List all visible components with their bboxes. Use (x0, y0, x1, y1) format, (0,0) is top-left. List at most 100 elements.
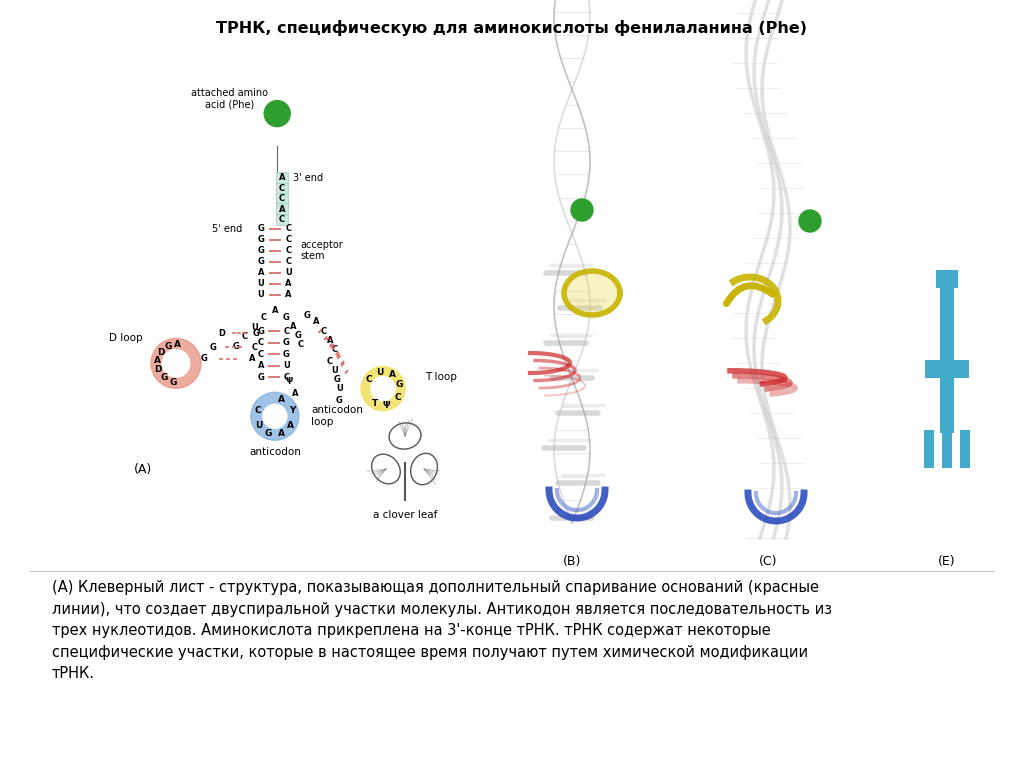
Text: C: C (332, 345, 338, 354)
Text: C: C (242, 333, 248, 342)
Text: D: D (218, 329, 225, 338)
Circle shape (263, 404, 287, 429)
Text: D loop: D loop (110, 333, 142, 343)
Bar (940, 283, 954, 363)
Text: A: A (278, 395, 285, 404)
Text: A: A (279, 204, 285, 214)
Circle shape (371, 376, 395, 401)
FancyBboxPatch shape (276, 172, 288, 184)
Text: U: U (251, 323, 258, 333)
FancyBboxPatch shape (276, 214, 288, 225)
Text: G: G (258, 257, 264, 266)
FancyBboxPatch shape (276, 193, 288, 204)
Text: G: G (258, 224, 264, 233)
Text: G: G (265, 429, 272, 438)
FancyBboxPatch shape (276, 183, 288, 194)
Text: G: G (200, 354, 207, 363)
Text: A: A (154, 356, 161, 365)
Text: G: G (334, 375, 340, 384)
Text: A: A (327, 336, 334, 345)
Text: C: C (286, 235, 292, 244)
Text: C: C (279, 215, 285, 224)
Text: A: A (279, 174, 285, 183)
Ellipse shape (564, 271, 620, 315)
Text: C: C (279, 184, 285, 193)
Text: G: G (283, 313, 290, 322)
Text: G: G (160, 373, 168, 382)
Text: A: A (249, 354, 255, 363)
Text: C: C (279, 194, 285, 204)
Text: ТРНК, специфическую для аминокислоты фенилаланина (Phe): ТРНК, специфическую для аминокислоты фен… (216, 20, 808, 36)
Text: C: C (366, 375, 373, 383)
Text: U: U (286, 268, 292, 277)
Text: G: G (258, 326, 264, 336)
Text: U: U (336, 384, 343, 393)
Text: Ψ: Ψ (382, 401, 390, 409)
Bar (925, 360, 969, 378)
Text: C: C (327, 356, 333, 366)
Bar (942, 430, 952, 468)
Text: U: U (377, 368, 384, 377)
Text: A: A (286, 280, 292, 288)
Text: C: C (284, 372, 290, 382)
Circle shape (251, 392, 299, 440)
Text: C: C (321, 326, 327, 336)
Text: G: G (295, 331, 301, 340)
Text: G: G (283, 338, 290, 347)
Text: U: U (255, 421, 263, 430)
FancyBboxPatch shape (276, 204, 288, 215)
FancyArrowPatch shape (726, 286, 773, 303)
Text: G: G (253, 329, 260, 338)
Text: C: C (260, 313, 266, 322)
Text: A: A (313, 317, 319, 326)
Circle shape (571, 199, 593, 221)
Circle shape (151, 339, 201, 389)
Text: A: A (290, 322, 297, 331)
Text: A: A (389, 370, 396, 379)
Text: anticodon
loop: anticodon loop (311, 406, 362, 427)
Text: A: A (258, 268, 264, 277)
Text: (E): (E) (938, 554, 955, 568)
Text: A: A (278, 429, 285, 438)
Text: attached amino
acid (Phe): attached amino acid (Phe) (190, 88, 267, 109)
Text: U: U (332, 366, 338, 375)
Text: C: C (258, 349, 264, 359)
Text: G: G (258, 372, 264, 382)
Text: C: C (254, 406, 261, 415)
Text: G: G (169, 378, 176, 386)
Text: A: A (174, 340, 181, 349)
Text: A: A (258, 361, 264, 370)
Text: G: G (304, 310, 310, 319)
Circle shape (264, 101, 290, 127)
Text: anticodon: anticodon (249, 447, 301, 457)
Text: T loop: T loop (425, 372, 457, 382)
Text: D: D (157, 348, 164, 357)
Text: D: D (155, 366, 162, 374)
Text: C: C (394, 392, 400, 402)
Text: 3' end: 3' end (293, 173, 324, 183)
Text: A: A (292, 389, 299, 398)
Text: U: U (258, 280, 264, 288)
Text: C: C (258, 338, 264, 347)
Text: U: U (258, 290, 264, 300)
Text: Y: Y (289, 406, 295, 415)
Text: A: A (286, 290, 292, 300)
Text: Ψ: Ψ (285, 377, 292, 386)
Text: G: G (209, 343, 216, 352)
Text: 5' end: 5' end (212, 223, 243, 233)
Bar (940, 375, 954, 433)
Text: G: G (164, 342, 172, 351)
Circle shape (162, 349, 189, 377)
Bar (961, 430, 970, 468)
Text: (A): (A) (134, 463, 153, 476)
Text: G: G (283, 349, 290, 359)
Text: C: C (286, 247, 292, 255)
Circle shape (799, 210, 821, 232)
Text: C: C (297, 340, 303, 349)
Text: T: T (372, 399, 378, 408)
Text: a clover leaf: a clover leaf (373, 510, 437, 520)
Text: G: G (258, 247, 264, 255)
Text: C: C (286, 224, 292, 233)
Text: U: U (283, 361, 290, 370)
Text: G: G (232, 342, 240, 351)
